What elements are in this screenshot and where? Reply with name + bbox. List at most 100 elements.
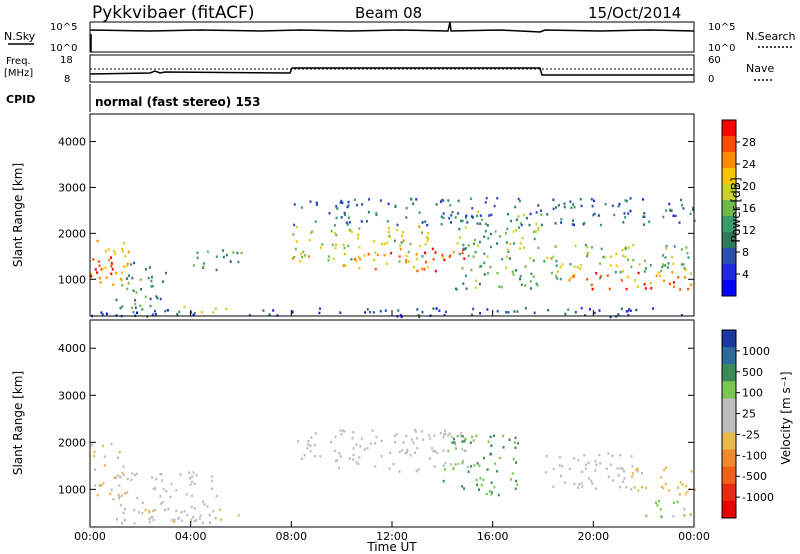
data-cell [678, 493, 681, 496]
data-cell [295, 225, 298, 229]
data-cell [162, 487, 165, 491]
data-cell [335, 233, 338, 237]
data-cell [345, 221, 348, 224]
data-cell [686, 490, 689, 494]
data-cell [619, 453, 622, 457]
data-cell [416, 308, 419, 311]
data-cell [573, 482, 576, 485]
data-cell [416, 447, 419, 450]
colorbar-swatch [722, 466, 736, 485]
data-cell [490, 481, 493, 484]
data-cell [658, 499, 660, 503]
data-cell [122, 265, 125, 268]
data-cell [692, 206, 695, 210]
data-cell [496, 470, 499, 473]
data-cell [505, 266, 508, 270]
data-cell [672, 501, 675, 504]
data-cell [664, 466, 667, 469]
data-cell [592, 199, 595, 202]
data-cell [682, 207, 685, 210]
data-cell [139, 304, 142, 307]
data-cell [461, 435, 464, 438]
data-cell [248, 314, 251, 317]
data-cell [409, 197, 412, 200]
data-cell [339, 201, 342, 204]
data-cell [456, 242, 459, 245]
data-cell [439, 431, 442, 435]
data-cell [90, 275, 93, 278]
data-cell [535, 211, 538, 214]
data-cell [102, 267, 104, 271]
data-cell [574, 244, 577, 248]
data-cell [443, 258, 446, 262]
data-cell [347, 200, 350, 204]
data-cell [572, 219, 574, 222]
data-cell [103, 464, 106, 467]
data-cell [517, 197, 520, 201]
data-cell [262, 309, 265, 312]
data-cell [443, 313, 446, 317]
data-cell [693, 219, 696, 223]
data-cell [629, 197, 632, 200]
data-cell [167, 507, 170, 511]
data-cell [118, 451, 121, 454]
data-cell [426, 265, 429, 269]
data-cell [331, 243, 334, 247]
data-cell [587, 461, 590, 464]
data-cell [159, 297, 162, 301]
data-cell [635, 468, 637, 472]
nsky-strip [89, 21, 695, 53]
data-cell [489, 435, 492, 439]
data-cell [425, 236, 428, 239]
data-cell [557, 204, 560, 207]
data-cell [533, 237, 536, 241]
data-cell [462, 243, 465, 247]
data-cell [364, 311, 366, 314]
data-cell [99, 281, 102, 284]
data-cell [624, 199, 627, 202]
velocity-data-cells [91, 428, 696, 525]
data-cell [488, 490, 491, 493]
data-cell [529, 256, 532, 260]
data-cell [660, 515, 663, 518]
data-cell [306, 447, 309, 450]
data-cell [667, 262, 670, 265]
data-cell [96, 271, 99, 274]
data-cell [599, 262, 602, 265]
data-cell [220, 518, 223, 521]
colorbar-swatch [722, 330, 736, 348]
velocity-colorbar-label: Velocity [m s⁻¹] [779, 371, 793, 464]
data-cell [615, 252, 618, 256]
data-cell [443, 468, 446, 471]
data-cell [122, 242, 125, 245]
data-cell [126, 477, 129, 481]
freq-tick-hi: 18 [60, 55, 73, 66]
velocity-panel: 1000 2000 3000 4000 Slant Range [km] [11, 319, 696, 528]
data-cell [418, 225, 421, 228]
colorbar-tick-label: 28 [742, 136, 756, 149]
data-cell [558, 456, 561, 459]
data-cell [335, 243, 338, 247]
data-cell [127, 282, 130, 285]
freq-tick-lo: 8 [64, 74, 70, 85]
data-cell [301, 457, 303, 460]
data-cell [108, 258, 111, 262]
data-cell [643, 283, 646, 286]
data-cell [363, 254, 366, 257]
data-cell [568, 467, 571, 471]
data-cell [346, 205, 349, 209]
data-cell [131, 472, 134, 475]
data-cell [90, 272, 93, 276]
data-cell [431, 447, 433, 450]
data-cell [355, 203, 358, 207]
data-cell [555, 206, 558, 209]
data-cell [135, 472, 138, 476]
data-cell [340, 216, 343, 219]
data-cell [135, 291, 138, 294]
data-cell [190, 505, 193, 509]
velocity-ylabel: Slant Range [km] [11, 371, 25, 475]
data-cell [459, 236, 461, 239]
data-cell [554, 245, 557, 248]
data-cell [533, 230, 535, 234]
data-cell [406, 448, 409, 452]
